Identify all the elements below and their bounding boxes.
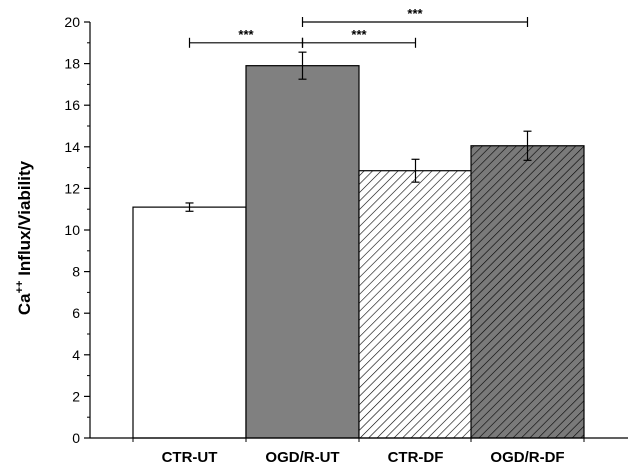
error-bars-layer [185, 51, 532, 212]
bar-ctr-df [358, 170, 473, 439]
y-tick-label: 8 [72, 264, 80, 280]
significance-label: *** [238, 27, 254, 42]
significance-label: *** [407, 6, 423, 21]
x-category-label: CTR-DF [388, 449, 444, 465]
significance-bracket: *** [301, 6, 529, 27]
y-tick-label: 10 [64, 222, 80, 238]
y-tick-label: 2 [72, 388, 80, 404]
y-tick-label: 14 [64, 139, 80, 155]
significance-layer: *** *** *** [188, 6, 529, 48]
bars-layer [132, 65, 585, 439]
y-tick-label: 6 [72, 305, 80, 321]
x-category-label: OGD/R-DF [490, 449, 564, 465]
bar-ctr-ut [132, 206, 247, 439]
bar-ogd-r-ut [245, 65, 360, 439]
y-ticks-layer: 0 2 4 6 8 10 12 14 16 18 20 [64, 14, 585, 446]
bar-ogd-r-df [470, 145, 585, 439]
y-tick-label: 4 [72, 347, 80, 363]
y-tick-label: 20 [64, 14, 80, 30]
significance-label: *** [351, 27, 367, 42]
x-category-label: CTR-UT [162, 449, 218, 465]
y-tick-label: 12 [64, 180, 80, 196]
x-labels-layer: CTR-UT OGD/R-UT CTR-DF OGD/R-DF [162, 449, 565, 465]
y-axis-label: Ca++ Influx/Viability [14, 160, 34, 315]
x-category-label: OGD/R-UT [265, 449, 339, 465]
significance-bracket: *** [188, 27, 304, 48]
y-tick-label: 0 [72, 430, 80, 446]
y-tick-label: 16 [64, 97, 80, 113]
significance-bracket: *** [301, 27, 417, 48]
y-tick-label: 18 [64, 56, 80, 72]
